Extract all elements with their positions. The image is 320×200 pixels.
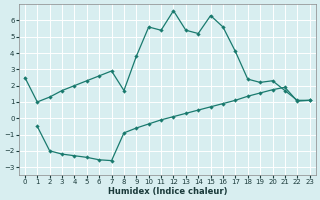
X-axis label: Humidex (Indice chaleur): Humidex (Indice chaleur) (108, 187, 227, 196)
